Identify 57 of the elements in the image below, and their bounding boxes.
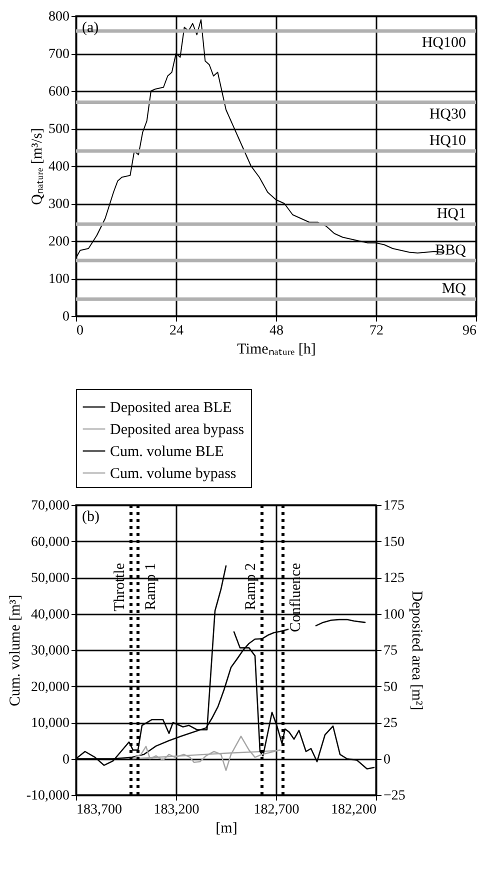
x-tick-label: 24 xyxy=(170,324,184,338)
x-tick-label: 182,700 xyxy=(254,802,300,818)
y-tick-label: 600 xyxy=(48,84,70,100)
y-tick-label: 500 xyxy=(48,122,70,137)
y-tick-label: 70,000 xyxy=(31,498,70,514)
y2-tick-label: 75 xyxy=(384,644,398,658)
legend-label: Cum. volume BLE xyxy=(110,444,224,460)
y-tick-label: 100 xyxy=(48,272,70,287)
y2-tick-label: 25 xyxy=(384,716,398,731)
y-tick-label: 60,000 xyxy=(31,534,70,550)
ref-line-label: Ramp 1 xyxy=(143,563,159,610)
ref-line-label: HQ30 xyxy=(429,106,466,122)
y2-axis-title: Deposited area [m²] xyxy=(408,590,424,710)
y-tick-label: 800 xyxy=(48,10,70,24)
x-axis-title: [m] xyxy=(216,820,238,836)
y-tick-label: 0 xyxy=(62,310,70,324)
y2-tick-label: 150 xyxy=(384,534,404,550)
x-tick-label: 48 xyxy=(270,324,284,338)
y-tick-label: 400 xyxy=(48,160,70,174)
ref-line-label: HQ10 xyxy=(429,133,466,149)
y-tick-label: 40,000 xyxy=(31,607,70,622)
annotation: (a) xyxy=(82,20,99,36)
y-tick-label: 0 xyxy=(62,752,70,768)
x-axis-title: Timeₙₐₜᵤᵣₑ [h] xyxy=(237,342,316,358)
y2-tick-label: 0 xyxy=(384,752,390,768)
legend-label: Deposited area BLE xyxy=(110,400,232,416)
ref-line-label: HQ100 xyxy=(422,35,466,51)
x-tick-label: 0 xyxy=(76,324,84,338)
annotation: (b) xyxy=(82,509,100,525)
y-tick-label: 10,000 xyxy=(31,716,70,731)
y-tick-label: -10,000 xyxy=(26,788,70,804)
y-tick-label: 20,000 xyxy=(31,680,70,695)
y-tick-label: 50,000 xyxy=(31,571,70,586)
y-tick-label: 700 xyxy=(48,47,70,62)
y2-tick-label: 125 xyxy=(384,571,404,586)
x-tick-label: 96 xyxy=(462,324,476,338)
ref-line-label: Confluence xyxy=(288,562,304,632)
legend-label: Cum. volume bypass xyxy=(110,466,236,482)
x-tick-label: 183,200 xyxy=(154,802,200,818)
y2-tick-label: 50 xyxy=(384,680,398,695)
legend-label: Deposited area bypass xyxy=(110,422,244,438)
ref-line-label: BBQ xyxy=(435,242,466,258)
y-tick-label: 200 xyxy=(48,234,70,250)
x-tick-label: 183,700 xyxy=(76,802,122,818)
ref-line-label: Throttle xyxy=(112,562,128,612)
ref-line-label: Ramp 2 xyxy=(243,563,259,610)
y2-tick-label: −25 xyxy=(384,788,406,804)
y2-tick-label: 175 xyxy=(384,498,404,514)
y2-tick-label: 100 xyxy=(384,607,404,622)
y-axis-title: Cum. volume [m³] xyxy=(7,594,24,706)
x-tick-label: 72 xyxy=(370,324,384,338)
y-tick-label: 300 xyxy=(48,197,70,212)
y-axis-title: Qₙₐₜᵤᵣₑ [m³/s] xyxy=(30,128,46,206)
y-tick-label: 30,000 xyxy=(31,644,70,658)
ref-line-label: MQ xyxy=(442,281,466,298)
ref-line-label: HQ1 xyxy=(436,206,466,222)
x-tick-label: 182,200 xyxy=(331,802,376,818)
